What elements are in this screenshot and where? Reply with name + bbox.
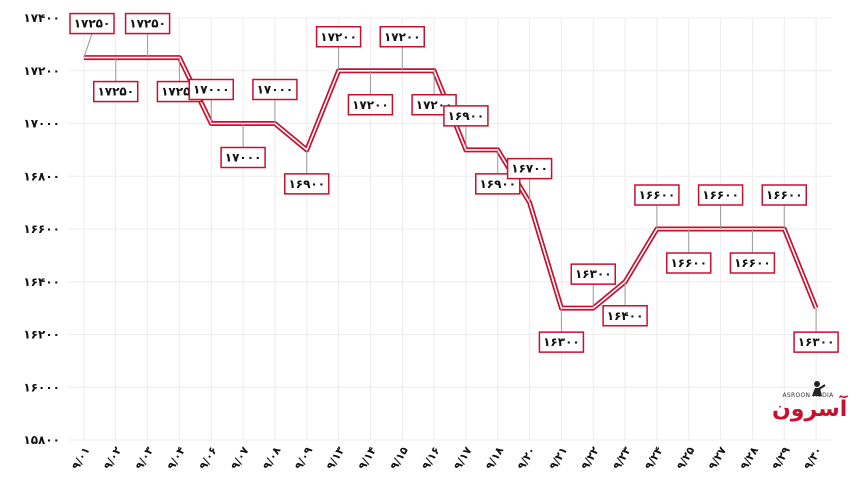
x-tick-label: ۹/۲۴ — [642, 444, 665, 472]
x-tick-label: ۹/۲۳ — [610, 444, 633, 472]
data-label: ۱۷۰۰۰ — [193, 83, 230, 97]
data-label-box — [188, 78, 234, 101]
data-label: ۱۷۲۰۰ — [384, 30, 421, 44]
data-label: ۱۶۷۰۰ — [511, 162, 548, 176]
data-label: ۱۷۰۰۰ — [257, 83, 294, 97]
data-label-box — [284, 173, 330, 195]
data-label: ۱۷۲۰۰ — [320, 30, 357, 44]
data-label: ۱۶۹۰۰ — [448, 109, 485, 123]
data-label: ۱۷۲۵۰ — [129, 17, 166, 31]
logo-word: آسرون — [772, 397, 848, 422]
data-label-box — [538, 331, 585, 353]
data-label: ۱۶۳۰۰ — [543, 335, 580, 349]
asroon-logo: ASROON MEDIA آسرون — [772, 380, 848, 432]
data-label-box — [697, 184, 744, 206]
data-label-box — [315, 26, 362, 48]
x-tick-label: ۹/۲۸ — [738, 444, 761, 472]
data-label-box — [793, 331, 839, 353]
x-tick-label: ۹/۲۷ — [706, 444, 729, 472]
data-label: ۱۶۳۰۰ — [798, 335, 835, 349]
y-tick-label: ۱۶۴۰۰ — [23, 275, 60, 289]
x-tick-label: ۹/۲۰ — [515, 445, 538, 472]
x-tick-label: ۹/۰۱ — [69, 445, 92, 472]
data-label: ۱۶۳۰۰ — [575, 267, 612, 281]
data-label: ۱۶۴۰۰ — [607, 309, 644, 323]
data-label-box — [761, 184, 807, 206]
data-label-box — [570, 263, 616, 285]
data-label: ۱۶۹۰۰ — [479, 177, 516, 191]
x-tick-label: ۹/۳۰ — [801, 445, 824, 472]
worker-icon — [812, 381, 826, 396]
data-label: ۱۶۶۰۰ — [670, 256, 707, 270]
data-label-box — [602, 305, 648, 327]
data-label: ۱۶۶۰۰ — [639, 188, 676, 202]
data-label-box — [506, 157, 553, 180]
x-tick-label: ۹/۲۹ — [770, 444, 793, 472]
data-label: ۱۶۹۰۰ — [288, 177, 325, 191]
x-tick-label: ۹/۰۸ — [260, 444, 283, 472]
y-tick-label: ۱۷۴۰۰ — [23, 11, 60, 25]
x-tick-label: ۹/۱۸ — [483, 444, 506, 472]
data-label: ۱۷۰۰۰ — [225, 151, 262, 165]
x-tick-label: ۹/۱۶ — [419, 445, 442, 472]
data-label: ۱۷۲۵۰ — [97, 85, 134, 99]
data-label-box — [729, 252, 776, 274]
x-tick-label: ۹/۰۲ — [101, 444, 124, 472]
y-tick-label: ۱۷۰۰۰ — [23, 117, 60, 131]
data-label-box — [379, 26, 425, 48]
y-tick-label: ۱۶۸۰۰ — [23, 169, 60, 183]
x-tick-label: ۹/۲۱ — [547, 445, 570, 472]
data-label-box — [666, 252, 712, 274]
data-label: ۱۷۲۵۰ — [74, 17, 111, 31]
data-label-box — [93, 80, 139, 103]
x-tick-label: ۹/۲۲ — [579, 444, 602, 472]
data-label-box — [220, 146, 266, 169]
data-label-box — [124, 12, 171, 35]
logo-subtitle: ASROON MEDIA — [782, 392, 834, 399]
x-tick-label: ۹/۱۵ — [388, 444, 411, 472]
x-tick-label: ۹/۰۴ — [165, 444, 188, 472]
x-tick-label: ۹/۰۳ — [133, 444, 156, 472]
data-label: ۱۷۲۰۰ — [352, 98, 389, 112]
data-label: ۱۶۶۰۰ — [766, 188, 803, 202]
x-tick-label: ۹/۱۷ — [451, 444, 474, 472]
data-label-box — [69, 12, 115, 35]
y-tick-label: ۱۶۰۰۰ — [23, 380, 60, 394]
x-tick-label: ۹/۰۷ — [228, 444, 251, 472]
data-label-box — [443, 105, 489, 127]
data-label-box — [634, 184, 680, 206]
x-tick-label: ۹/۱۴ — [356, 444, 379, 472]
data-label: ۱۶۶۰۰ — [734, 256, 771, 270]
data-label-leader — [83, 33, 93, 58]
y-tick-label: ۱۵۸۰۰ — [23, 433, 60, 447]
data-label: ۱۶۶۰۰ — [702, 188, 739, 202]
x-tick-label: ۹/۱۳ — [324, 444, 347, 472]
y-tick-label: ۱۶۶۰۰ — [23, 222, 60, 236]
y-tick-label: ۱۶۲۰۰ — [23, 328, 60, 342]
data-label-box — [252, 78, 298, 101]
y-tick-label: ۱۷۲۰۰ — [23, 64, 60, 78]
data-label-box — [347, 94, 394, 116]
x-tick-label: ۹/۰۶ — [197, 445, 220, 472]
x-tick-label: ۹/۰۹ — [292, 444, 315, 472]
x-tick-label: ۹/۲۵ — [674, 444, 697, 472]
